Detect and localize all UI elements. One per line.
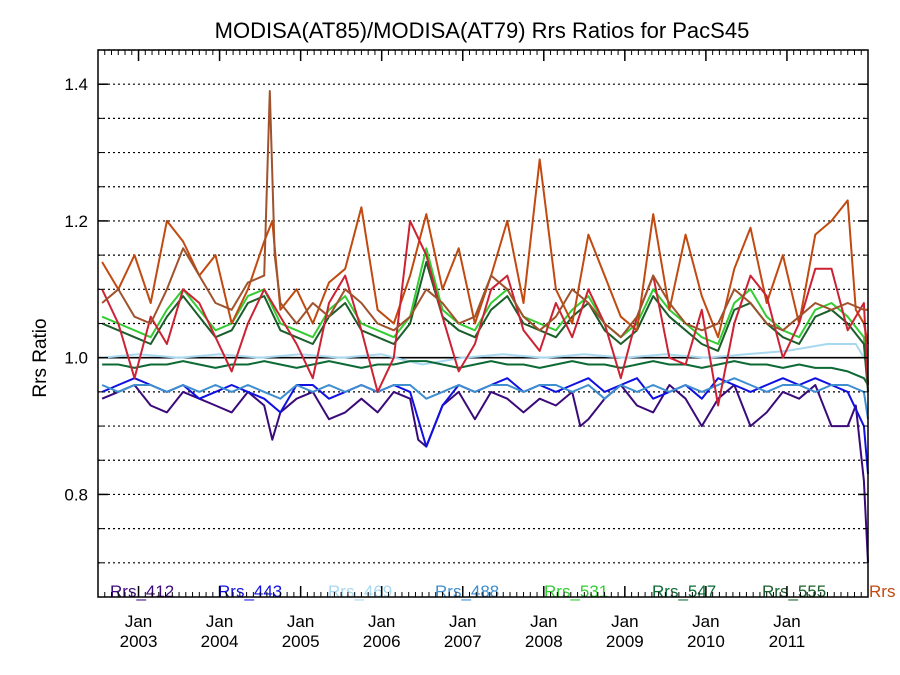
y-tick-label: 1.2 [64,212,88,231]
x-tick-label-year: 2004 [201,632,239,651]
series-line-rrs-412-0 [101,384,869,563]
y-axis-label: Rrs Ratio [30,318,51,397]
x-tick-label-year: 2006 [363,632,401,651]
legend-entry-3: Rrs_488 [435,582,499,601]
x-tick-label-year: 2011 [769,632,806,651]
y-tick-label: 1.4 [64,75,88,94]
x-tick-label-year: 2010 [687,632,725,651]
x-tick-label-year: 2007 [444,632,482,651]
x-tick-label-month: Jan [206,612,233,631]
legend-entry-0: Rrs_412 [110,582,174,601]
x-tick-label-month: Jan [368,612,395,631]
legend-entry-7: Rrs [869,582,895,601]
x-tick-label-year: 2008 [525,632,563,651]
x-tick-label-month: Jan [773,612,800,631]
legend-entry-4: Rrs_531 [544,582,608,601]
series-line-unnamed-8 [101,219,869,407]
legend-entry-2: Rrs_469 [328,582,392,601]
x-tick-label-year: 2003 [120,632,158,651]
legend-entry-6: Rrs_555 [762,582,826,601]
series-line-unnamed-9 [101,90,868,339]
legend-entry-1: Rrs_443 [218,582,282,601]
x-tick-label-month: Jan [611,612,638,631]
axes-layer: 0.81.01.21.4Jan2003Jan2004Jan2005Jan2006… [64,49,869,651]
series-line-rrs-469-2 [102,343,869,366]
x-tick-label-month: Jan [125,612,152,631]
x-tick-label-month: Jan [287,612,314,631]
chart-title: MODISA(AT85)/MODISA(AT79) Rrs Ratios for… [215,18,750,43]
x-tick-label-month: Jan [449,612,476,631]
x-tick-label-month: Jan [692,612,719,631]
x-tick-label-month: Jan [530,612,557,631]
x-tick-label-year: 2005 [282,632,320,651]
series-line-rrs-547-5 [102,360,869,386]
x-tick-label-year: 2009 [606,632,644,651]
y-tick-label: 0.8 [64,485,88,504]
series-layer [101,90,869,563]
series-line-rrs-488-3 [101,377,869,420]
y-tick-label: 1.0 [64,349,88,368]
